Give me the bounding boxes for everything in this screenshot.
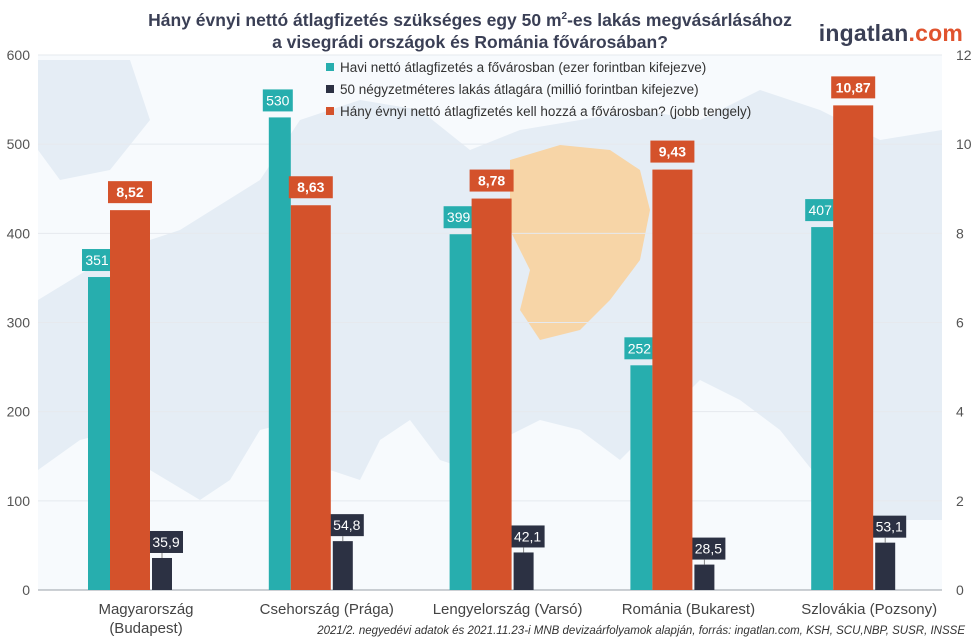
title-line-2: a visegrádi országok és Románia fővárosá… [272, 31, 668, 52]
right-axis-tick: 8 [956, 225, 964, 241]
legend-entry: 50 négyzetméteres lakás átlagára (millió… [340, 82, 699, 97]
data-label-salary-bg [624, 337, 655, 360]
map-land-nw [38, 60, 150, 180]
right-axis-tick: 6 [956, 315, 964, 331]
data-label-salary: 351 [85, 252, 109, 268]
data-label-years-bg [469, 169, 514, 192]
data-label-years-bg [650, 140, 695, 163]
data-label-salary-bg [82, 249, 112, 272]
category-label: Csehország (Prága) [260, 601, 394, 618]
left-axis-tick: 100 [7, 493, 31, 509]
chart-title: Hány évnyi nettó átlagfizetés szükséges … [70, 6, 870, 53]
data-label-years-bg [831, 76, 876, 99]
map-highlight-region [510, 145, 650, 340]
data-label-years: 8,52 [116, 184, 143, 200]
data-label-years: 8,78 [478, 173, 505, 189]
right-axis-tick: 10 [956, 136, 972, 152]
brand-logo: ingatlan.com [818, 20, 963, 46]
data-label-flat-price-bg [329, 514, 364, 537]
category-label: Románia (Bukarest) [622, 601, 755, 618]
data-label-flat-price: 42,1 [514, 528, 541, 544]
data-label-salary: 530 [266, 92, 290, 108]
data-label-salary: 407 [809, 202, 833, 218]
data-label-salary-bg [805, 199, 836, 222]
data-label-flat-price-bg [149, 530, 183, 553]
bar-flat-price [332, 541, 353, 590]
left-axis-tick: 600 [7, 47, 31, 63]
bar-years [110, 210, 150, 590]
left-axis-tick: 300 [7, 315, 31, 331]
legend-entry: Hány évnyi nettó átlagfizetés kell hozzá… [340, 104, 751, 119]
data-label-flat-price: 35,9 [152, 534, 179, 550]
data-label-flat-price-bg [872, 515, 907, 538]
legend-swatch [326, 107, 334, 115]
data-label-years: 8,63 [297, 179, 324, 195]
left-axis-tick: 0 [22, 582, 30, 598]
left-axis-tick: 400 [7, 225, 31, 241]
data-label-flat-price: 54,8 [333, 517, 360, 533]
category-label: Lengyelország (Varsó) [433, 601, 583, 618]
data-label-salary-bg [443, 206, 474, 229]
bar-salary [449, 234, 472, 590]
title-line-1: Hány évnyi nettó átlagfizetés szükséges … [148, 9, 562, 30]
right-axis-tick: 2 [956, 493, 964, 509]
source-footnote: 2021/2. negyedévi adatok és 2021.11.23-i… [317, 625, 965, 637]
category-label: Magyarország [98, 601, 193, 618]
title-superscript: 2 [561, 11, 568, 22]
bar-years [652, 169, 693, 590]
bar-salary [268, 117, 291, 591]
data-label-salary: 252 [628, 340, 652, 356]
data-label-flat-price-bg [691, 537, 726, 560]
legend-swatch [326, 63, 334, 71]
data-label-years: 9,43 [659, 144, 686, 160]
bar-salary [88, 277, 110, 590]
bar-flat-price [694, 564, 715, 590]
left-axis-tick: 200 [7, 404, 31, 420]
right-axis-tick: 12 [956, 47, 972, 63]
right-axis-tick: 4 [956, 404, 964, 420]
data-label-flat-price-bg [510, 525, 545, 548]
left-axis-tick: 500 [7, 136, 31, 152]
data-label-salary: 399 [447, 209, 471, 225]
data-label-flat-price: 53,1 [876, 519, 903, 535]
category-label: (Budapest) [109, 620, 182, 637]
data-label-years-bg [288, 176, 333, 199]
bar-salary [630, 365, 653, 590]
category-label: Szlovákia (Pozsony) [801, 601, 937, 618]
legend-entry: Havi nettó átlagfizetés a fővárosban (ez… [340, 60, 706, 75]
bar-flat-price [875, 542, 896, 590]
data-label-flat-price: 28,5 [695, 541, 722, 557]
bar-flat-price [152, 557, 172, 590]
bar-years [833, 105, 874, 591]
bar-years [290, 205, 331, 590]
bar-years [471, 198, 512, 590]
bar-flat-price [513, 552, 534, 590]
data-label-years-bg [108, 181, 152, 204]
legend-swatch [326, 85, 334, 93]
data-label-salary-bg [262, 89, 293, 112]
right-axis-tick: 0 [956, 582, 964, 598]
title-line-1-end: -es lakás megvásárlásához [567, 9, 792, 30]
data-label-years: 10,87 [836, 79, 871, 95]
bar-salary [811, 227, 834, 590]
